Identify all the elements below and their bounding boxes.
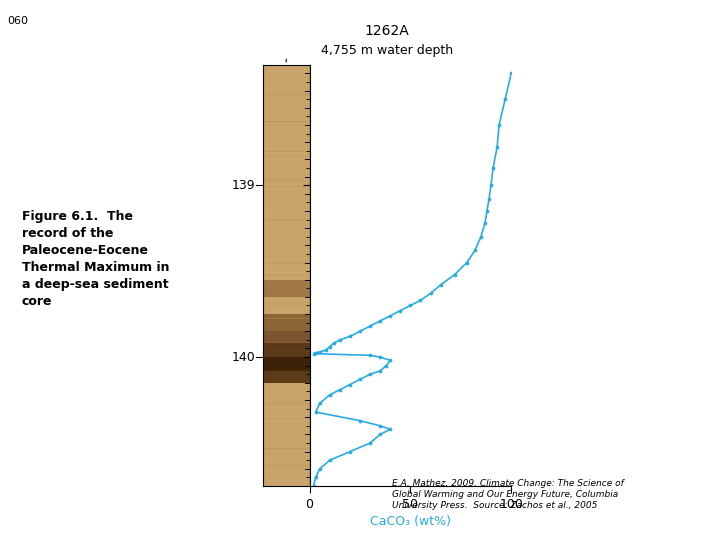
Text: 1262A: 1262A (364, 24, 410, 38)
Text: Figure 6.1.  The
record of the
Paleocene-Eocene
Thermal Maximum in
a deep-sea se: Figure 6.1. The record of the Paleocene-… (22, 210, 169, 308)
Text: 139: 139 (232, 179, 256, 192)
Text: 060: 060 (7, 16, 28, 26)
Bar (263, 280, 310, 297)
X-axis label: CaCO₃ (wt%): CaCO₃ (wt%) (370, 515, 451, 528)
Text: 4,755 m water depth: 4,755 m water depth (321, 44, 453, 57)
Bar (263, 357, 310, 371)
Bar (263, 297, 310, 314)
Bar (263, 65, 310, 280)
Bar (263, 343, 310, 357)
Bar (263, 383, 310, 486)
Text: 140: 140 (232, 350, 256, 363)
Bar (263, 331, 310, 343)
Bar (263, 314, 310, 331)
Text: E.A. Mathez, 2009, Climate Change: The Science of
Global Warming and Our Energy : E.A. Mathez, 2009, Climate Change: The S… (392, 479, 624, 510)
Bar (263, 371, 310, 383)
